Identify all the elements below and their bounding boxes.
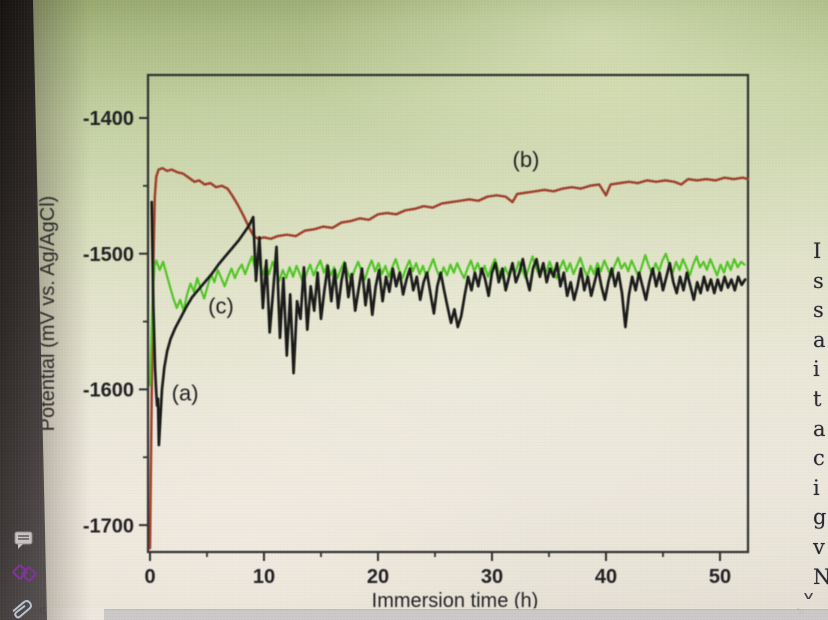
clipped-letter: a [813, 327, 826, 352]
x-axis: 0 10 20 30 40 50 Immersion time (h) [144, 552, 731, 612]
clipped-letter: a [813, 416, 826, 441]
svg-text:40: 40 [595, 566, 617, 588]
curve-a: (a) [150, 200, 747, 447]
y-axis: -1400 -1500 -1600 -1700 Potential (mV vs. Ag… [37, 108, 148, 537]
back-arrow[interactable]: < [38, 602, 47, 618]
svg-text:(b): (b) [513, 147, 540, 172]
horizontal-scrollbar-thumb[interactable] [104, 609, 828, 620]
svg-text:Potential (mV vs. Ag/AgCl): Potential (mV vs. Ag/AgCl) [37, 196, 59, 432]
clipped-letter: c [813, 446, 825, 471]
svg-text:-1500: -1500 [83, 244, 134, 266]
svg-text:(a): (a) [172, 380, 199, 405]
curve-b: (b) [148, 147, 750, 550]
clipped-letter: s [813, 268, 824, 293]
svg-text:Immersion time (h): Immersion time (h) [372, 590, 539, 612]
clipped-letter: N [813, 564, 828, 589]
clipped-letter: v [813, 534, 825, 559]
clipped-letter: s [813, 298, 824, 323]
svg-text:30: 30 [481, 566, 503, 588]
svg-text:-1600: -1600 [83, 380, 134, 402]
svg-text:-1700: -1700 [83, 515, 134, 537]
svg-text:10: 10 [253, 566, 275, 588]
link-icon[interactable] [11, 563, 39, 585]
curve-c: (c) [148, 252, 746, 387]
svg-text:0: 0 [144, 566, 155, 588]
clipped-letter: i [813, 357, 820, 382]
paperclip-icon[interactable] [9, 596, 37, 620]
plot-frame [146, 73, 750, 554]
scroll-down-chevron-icon[interactable]: ˅ [803, 589, 814, 603]
clipped-letter: g [813, 505, 827, 530]
comment-icon[interactable] [12, 529, 36, 553]
clipped-letter: i [813, 475, 820, 500]
svg-text:50: 50 [709, 566, 731, 588]
svg-text:20: 20 [367, 566, 389, 588]
clipped-letter: I [813, 239, 822, 263]
clipped-letter: t [813, 386, 822, 411]
clipped-column-text: I s s a i t a c i g v N [813, 237, 828, 592]
svg-text:(c): (c) [208, 293, 234, 318]
svg-text:-1400: -1400 [83, 108, 134, 130]
